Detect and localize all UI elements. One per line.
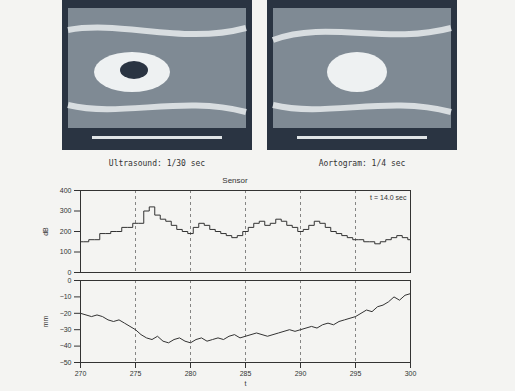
svg-text:400: 400: [60, 187, 72, 194]
svg-text:t: t: [245, 380, 247, 387]
svg-text:t = 14.0 sec: t = 14.0 sec: [370, 194, 407, 201]
svg-text:270: 270: [75, 370, 87, 377]
svg-text:Ultrasound: 1/30 sec: Ultrasound: 1/30 sec: [109, 159, 206, 168]
svg-text:−20: −20: [60, 310, 72, 317]
svg-text:100: 100: [60, 248, 72, 255]
svg-text:290: 290: [295, 370, 307, 377]
svg-text:0: 0: [68, 269, 72, 276]
svg-text:−10: −10: [60, 293, 72, 300]
svg-text:200: 200: [60, 228, 72, 235]
svg-text:300: 300: [60, 207, 72, 214]
svg-text:dB: dB: [42, 227, 49, 236]
svg-text:−30: −30: [60, 326, 72, 333]
svg-text:275: 275: [130, 370, 142, 377]
svg-text:−50: −50: [60, 359, 72, 366]
svg-text:300: 300: [405, 370, 417, 377]
html-text:Sensor: Sensor: [222, 176, 248, 185]
svg-text:Aortogram: 1/4 sec: Aortogram: 1/4 sec: [319, 159, 406, 168]
svg-text:295: 295: [350, 370, 362, 377]
svg-text:mm: mm: [42, 316, 49, 328]
svg-text:285: 285: [240, 370, 252, 377]
svg-text:−40: −40: [60, 342, 72, 349]
svg-text:280: 280: [185, 370, 197, 377]
svg-text:0: 0: [68, 277, 72, 284]
